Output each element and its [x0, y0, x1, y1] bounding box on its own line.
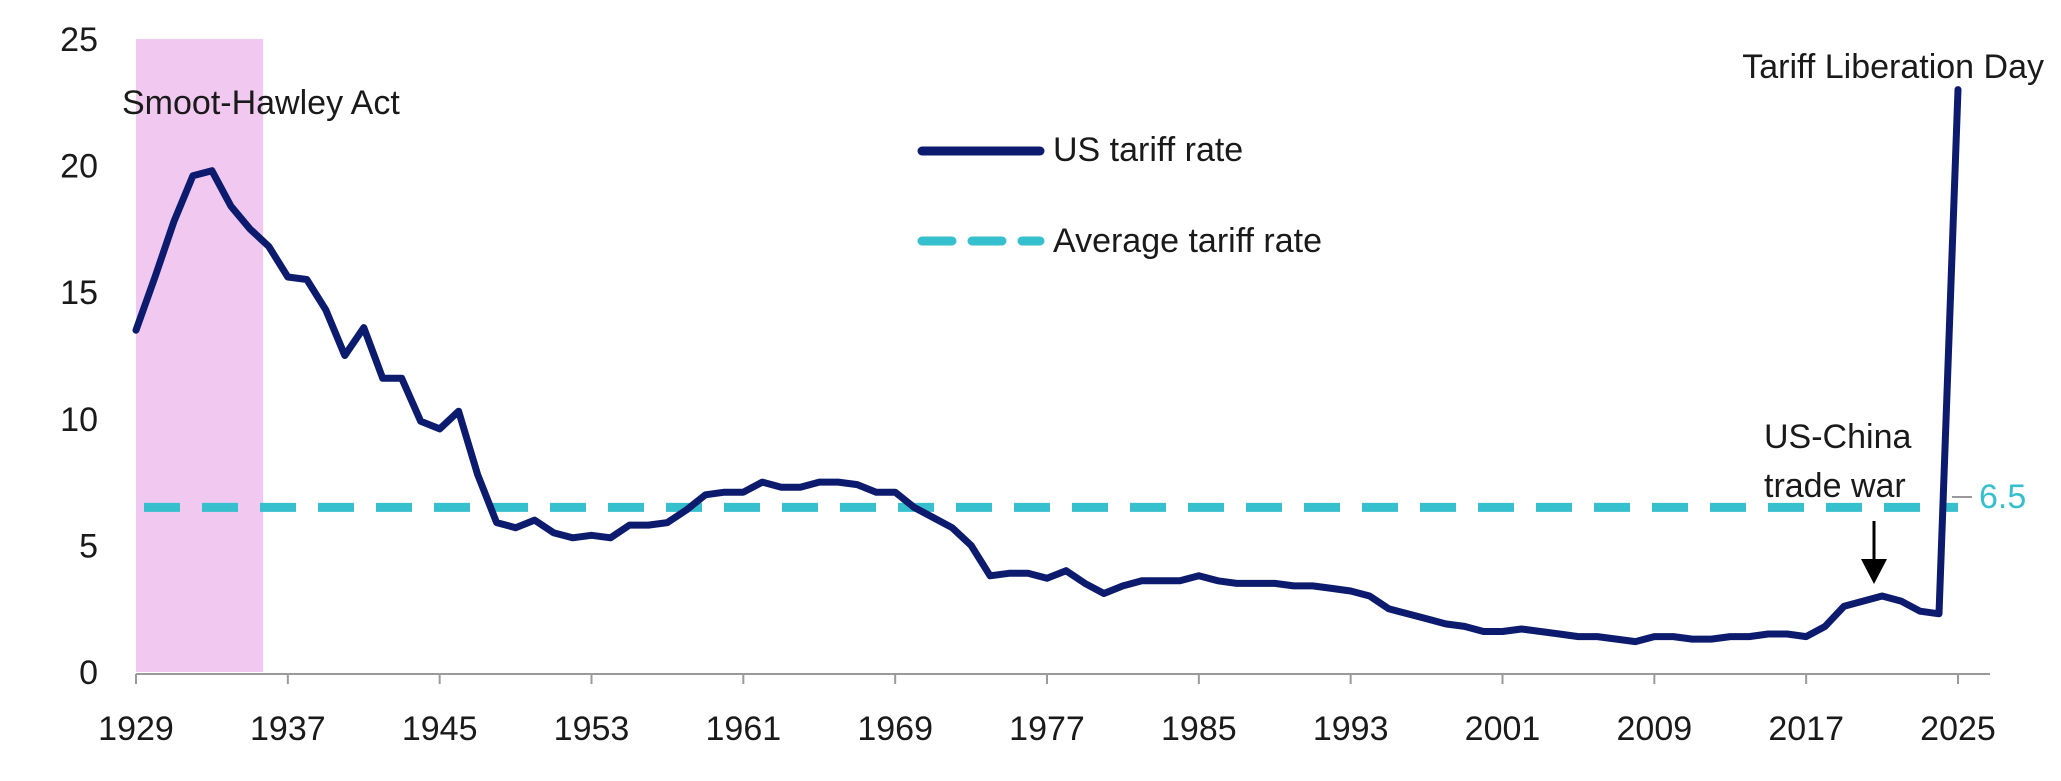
x-tick-label: 1977	[1009, 710, 1085, 748]
x-tick-label: 2001	[1465, 710, 1541, 748]
x-tick-label: 1993	[1313, 710, 1389, 748]
trade-war-label-line2: trade war	[1764, 467, 1906, 505]
x-tick-label: 1985	[1161, 710, 1237, 748]
x-tick-label: 2017	[1768, 710, 1844, 748]
smoot-hawley-label: Smoot-Hawley Act	[122, 84, 400, 122]
legend-label-average: Average tariff rate	[1053, 222, 1322, 260]
x-tick-label: 1945	[402, 710, 478, 748]
y-tick-label: 5	[79, 527, 98, 565]
y-tick-label: 10	[60, 401, 98, 439]
x-tick-label: 1961	[706, 710, 782, 748]
legend-label-us-tariff: US tariff rate	[1053, 131, 1243, 169]
x-tick-label: 2009	[1617, 710, 1693, 748]
y-tick-label: 20	[60, 148, 98, 186]
y-tick-label: 0	[79, 654, 98, 692]
trade-war-label-line1: US-China	[1764, 418, 1911, 456]
x-tick-label: 1969	[857, 710, 933, 748]
y-tick-label: 25	[60, 21, 98, 59]
smoot-hawley-shade	[136, 39, 264, 672]
average-value-label: 6.5	[1979, 478, 2026, 516]
legend: US tariff rate Average tariff rate	[917, 131, 1322, 260]
us-tariff-line	[132, 86, 1962, 646]
x-tick-label: 1937	[250, 710, 326, 748]
y-tick-label: 15	[60, 274, 98, 312]
x-tick-label: 1929	[98, 710, 174, 748]
trade-war-arrow-head	[1861, 559, 1887, 584]
x-tick-label: 2025	[1920, 710, 1996, 748]
liberation-day-label: Tariff Liberation Day	[1742, 48, 2044, 86]
x-tick-label: 1953	[554, 710, 630, 748]
